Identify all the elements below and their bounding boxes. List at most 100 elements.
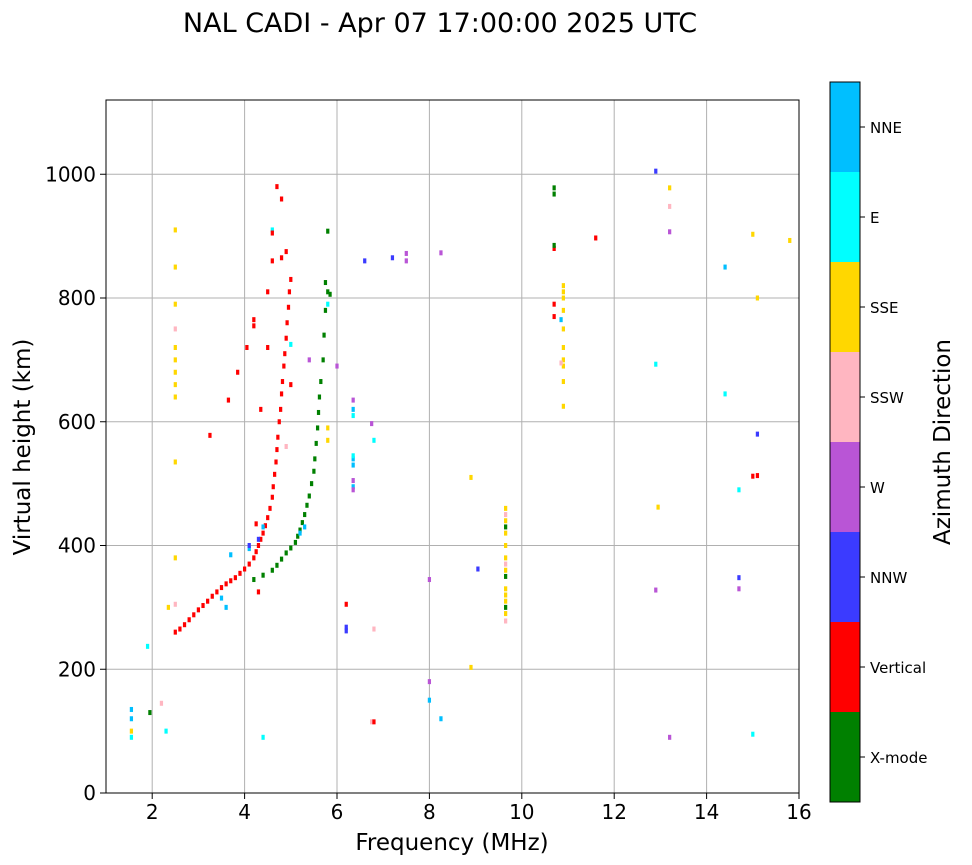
data-point <box>129 734 134 740</box>
data-point <box>173 301 177 307</box>
data-point <box>196 607 201 613</box>
data-point <box>275 447 279 453</box>
colorbar-swatch <box>830 82 860 172</box>
data-point <box>344 624 348 630</box>
data-point <box>224 581 228 587</box>
data-point <box>504 604 508 610</box>
data-point <box>559 317 563 323</box>
data-point <box>298 530 302 536</box>
data-point <box>351 406 355 412</box>
data-point <box>289 382 293 388</box>
data-point <box>271 484 275 490</box>
data-point <box>751 731 755 737</box>
data-point <box>504 592 508 598</box>
data-point <box>552 246 556 251</box>
data-point <box>351 484 355 490</box>
data-point <box>201 603 205 609</box>
data-point <box>552 191 556 197</box>
data-point <box>504 586 508 592</box>
data-point <box>173 382 177 388</box>
data-point <box>215 589 219 595</box>
data-point <box>737 586 741 592</box>
y-tick-label: 0 <box>83 781 96 805</box>
data-point <box>129 728 134 734</box>
data-point <box>270 227 274 233</box>
data-point <box>372 437 376 443</box>
y-tick-label: 200 <box>58 657 96 681</box>
data-point <box>233 575 237 581</box>
data-point <box>307 357 311 363</box>
data-point <box>351 456 355 462</box>
y-tick-label: 600 <box>58 410 96 434</box>
data-point <box>317 394 322 400</box>
colorbar-swatch <box>830 172 860 262</box>
x-tick-label: 6 <box>331 800 344 824</box>
data-point <box>275 562 279 568</box>
data-point <box>259 536 263 542</box>
data-point <box>561 307 565 313</box>
data-point <box>469 664 473 670</box>
data-point <box>504 611 508 617</box>
data-point <box>504 598 508 604</box>
data-point <box>654 168 658 174</box>
colorbar-frame <box>829 81 861 803</box>
data-point <box>266 289 270 295</box>
data-point <box>247 546 251 552</box>
colorbar-tick-label: SSE <box>870 299 899 317</box>
data-point <box>561 326 565 332</box>
data-point <box>145 643 150 649</box>
data-point <box>159 700 164 706</box>
data-point <box>261 572 265 578</box>
x-tick-label: 16 <box>786 800 811 824</box>
data-point <box>439 716 443 722</box>
data-point <box>219 595 224 601</box>
data-point <box>254 549 258 555</box>
data-point <box>252 555 256 561</box>
y-axis-label: Virtual height (km) <box>10 339 36 556</box>
data-point <box>427 577 432 583</box>
data-point <box>559 360 563 366</box>
data-point <box>755 473 760 479</box>
y-axis-ticks: 0 200 400 600 800 1000 <box>45 162 106 805</box>
data-point <box>173 555 177 561</box>
data-point <box>219 585 224 591</box>
data-point <box>335 363 339 369</box>
data-point <box>561 363 565 369</box>
data-point <box>309 481 314 487</box>
data-point <box>561 403 565 409</box>
data-point <box>504 512 508 518</box>
data-point <box>279 406 283 412</box>
colorbar-swatch <box>830 622 860 712</box>
data-point <box>261 734 265 740</box>
data-point <box>370 421 374 427</box>
colorbar-swatch <box>830 442 860 532</box>
data-point <box>552 301 556 307</box>
x-axis-ticks: 2 4 6 8 10 12 14 16 <box>146 793 812 824</box>
x-tick-label: 2 <box>146 800 159 824</box>
data-point <box>289 545 293 551</box>
x-tick-label: 8 <box>423 800 436 824</box>
x-axis-label: Frequency (MHz) <box>355 830 548 856</box>
data-point <box>261 530 265 536</box>
data-point <box>277 419 281 425</box>
data-point <box>252 317 256 323</box>
colorbar-swatch <box>830 712 860 802</box>
data-point <box>668 203 672 209</box>
data-point <box>316 409 321 415</box>
data-point <box>755 431 760 437</box>
data-point <box>561 283 565 289</box>
colorbar-tick-label: NNW <box>870 569 907 587</box>
data-point <box>279 255 284 261</box>
data-point <box>252 577 256 583</box>
data-point <box>303 512 307 518</box>
data-point <box>284 249 288 255</box>
data-point <box>668 734 672 740</box>
data-point <box>256 589 261 595</box>
colorbar-tick-label: SSW <box>870 389 904 407</box>
data-point <box>266 515 270 521</box>
data-point <box>229 552 233 558</box>
x-tick-label: 10 <box>509 800 534 824</box>
colorbar-swatch <box>830 352 860 442</box>
data-point <box>305 502 309 508</box>
data-point <box>351 453 355 459</box>
